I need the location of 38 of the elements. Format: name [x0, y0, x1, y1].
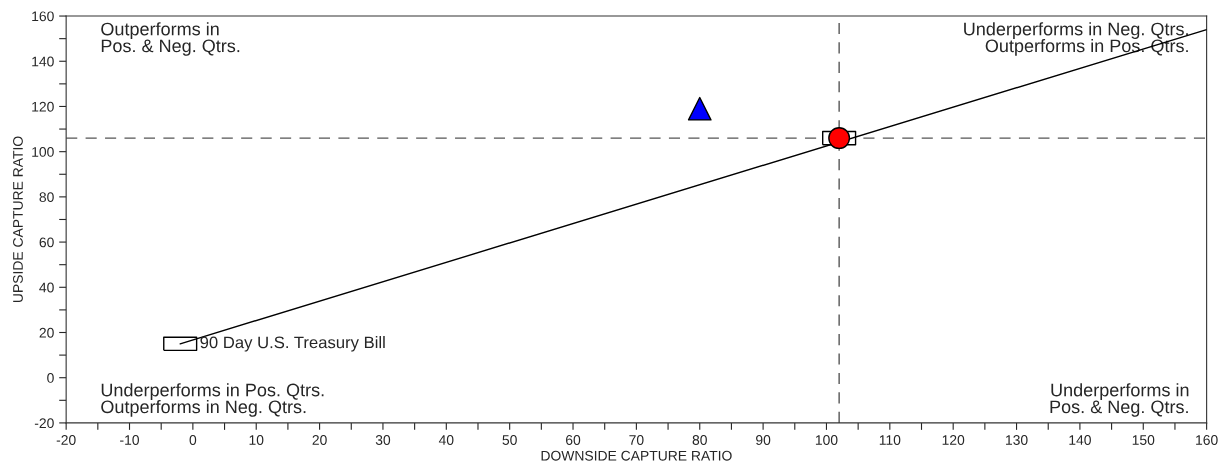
- x-tick-label: 50: [502, 435, 517, 445]
- x-tick-label: 70: [629, 435, 644, 445]
- y-axis-title: UPSIDE CAPTURE RATIO: [13, 136, 23, 303]
- annotation: Outperforms in Pos. & Neg. Qtrs.: [101, 22, 240, 56]
- series-label: 90 Day U.S. Treasury Bill: [200, 336, 385, 352]
- x-tick-label: 100: [815, 435, 838, 445]
- x-tick-label: 120: [942, 435, 965, 445]
- x-tick-label: 60: [566, 435, 581, 445]
- point: [687, 96, 712, 121]
- point: [828, 127, 851, 150]
- annotation: Underperforms in Neg. Qtrs. Outperforms in Pos. Qtrs.: [964, 22, 1188, 56]
- y-tick-label: 120: [32, 101, 54, 112]
- annotation: Underperforms in Pos. Qtrs. Outperforms in Neg. Qtrs.: [101, 383, 324, 417]
- x-tick-label: 150: [1132, 435, 1155, 445]
- y-tick-label: 140: [32, 56, 54, 67]
- x-axis-title: DOWNSIDE CAPTURE RATIO: [541, 450, 732, 461]
- y-tick-label: 60: [39, 237, 54, 248]
- x-tick-label: 40: [438, 435, 454, 445]
- y-tick-label: 80: [39, 192, 54, 203]
- y-tick-label: -20: [34, 418, 54, 429]
- x-tick-label: 110: [879, 435, 901, 445]
- x-tick-label: 140: [1069, 435, 1091, 445]
- y-tick-label: 100: [32, 147, 54, 157]
- y-tick-label: 40: [39, 282, 54, 293]
- x-tick-label: 0: [189, 435, 197, 445]
- y-tick-label: 160: [32, 11, 54, 22]
- x-tick-label: 80: [692, 435, 707, 445]
- x-tick-label: 130: [1006, 435, 1028, 445]
- y-tick-label: 0: [47, 373, 54, 383]
- x-tick-label: 20: [312, 435, 327, 445]
- annotation: Underperforms in Pos. & Neg. Qtrs.: [1050, 383, 1189, 417]
- x-tick-label: 10: [249, 435, 264, 445]
- y-tick-label: 20: [39, 327, 54, 338]
- x-tick-label: 30: [375, 435, 391, 445]
- x-tick-label: 160: [1196, 435, 1218, 445]
- x-tick-label: -20: [56, 435, 76, 445]
- x-tick-label: 90: [756, 435, 771, 445]
- x-tick-label: -10: [120, 435, 139, 445]
